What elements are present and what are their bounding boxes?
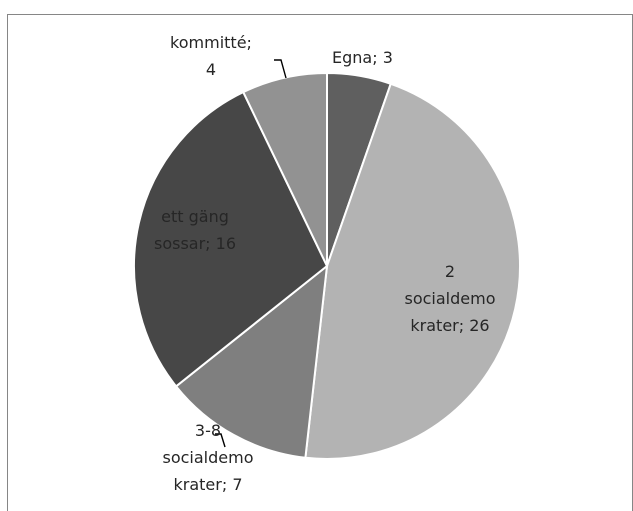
leader-lines — [215, 59, 287, 448]
pie-slices — [133, 71, 521, 461]
data-label-line: krater; 26 — [410, 316, 489, 335]
leader-line-kommitte — [274, 59, 287, 79]
data-label-line: socialdemo — [405, 289, 496, 308]
data-label-4: ett gäng sossar; 16 — [154, 207, 236, 253]
data-label-1: Egna; 3 — [332, 48, 393, 67]
leader-line-3-8 — [215, 433, 226, 448]
data-label-line: 3-8 — [195, 421, 221, 440]
data-label-3: 3-8 socialdemo krater; 7 — [163, 421, 254, 494]
pie-slice-3 — [174, 263, 329, 459]
data-label-line: krater; 7 — [174, 475, 243, 494]
data-label-2: 2 socialdemo krater; 26 — [405, 262, 496, 335]
data-label-line: kommitté; — [170, 33, 252, 52]
data-label-line: Egna; 3 — [332, 48, 393, 67]
pie-slice-2 — [304, 82, 521, 461]
data-label-line: 4 — [206, 60, 216, 79]
data-labels: Egna; 3 2 socialdemo krater; 26 3-8 socialdem… — [154, 33, 496, 494]
data-label-line: socialdemo — [163, 448, 254, 467]
data-label-5: kommitté; 4 — [170, 33, 252, 79]
pie-slice-4 — [133, 90, 329, 388]
pie-slice-5 — [241, 71, 328, 267]
data-label-line: 2 — [445, 262, 455, 281]
data-label-line: ett gäng — [161, 207, 229, 226]
data-label-line: sossar; 16 — [154, 234, 236, 253]
